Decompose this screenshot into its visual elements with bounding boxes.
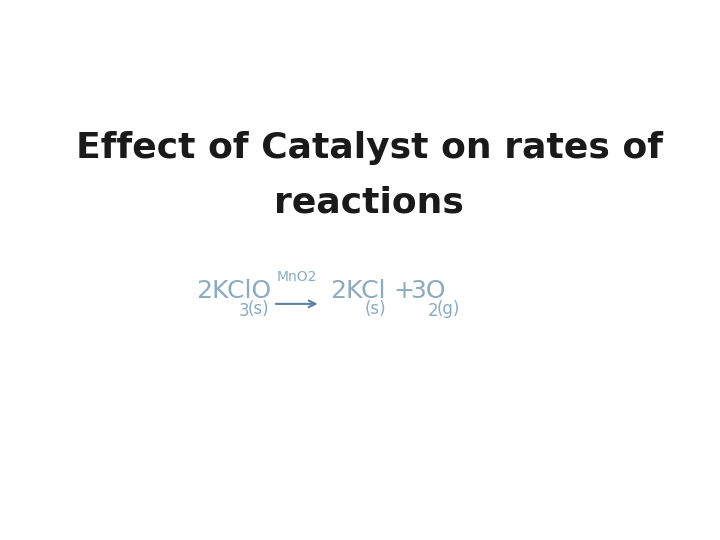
- Text: Effect of Catalyst on rates of: Effect of Catalyst on rates of: [76, 131, 662, 165]
- Text: 3: 3: [238, 302, 249, 320]
- Text: +: +: [387, 279, 423, 302]
- Text: (s): (s): [365, 300, 387, 318]
- Text: 2KCl: 2KCl: [330, 279, 386, 302]
- Text: MnO2: MnO2: [276, 270, 317, 284]
- Text: 3O: 3O: [410, 279, 445, 302]
- Text: reactions: reactions: [274, 185, 464, 219]
- Text: (g): (g): [437, 300, 461, 318]
- Text: (s): (s): [248, 300, 269, 318]
- Text: 2KClO: 2KClO: [196, 279, 271, 302]
- Text: 2: 2: [428, 302, 438, 320]
